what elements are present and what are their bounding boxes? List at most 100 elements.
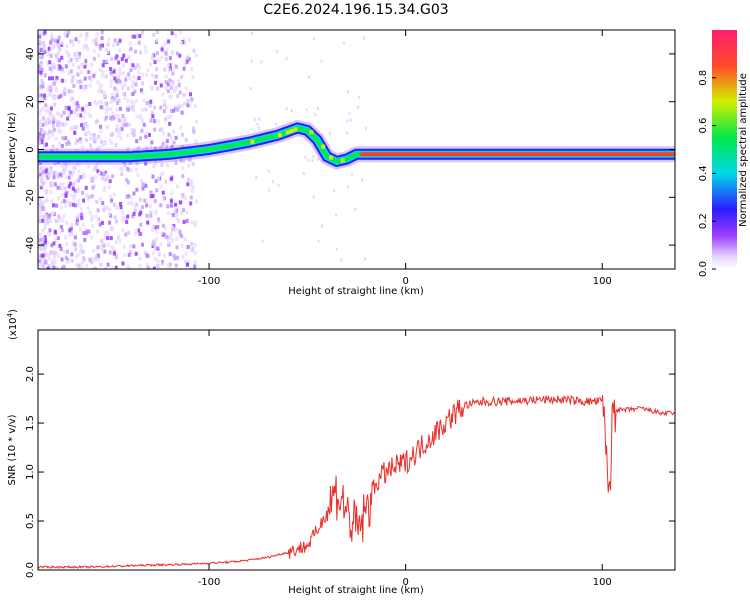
spectrogram-noise-cell [69,58,73,63]
colorbar-tick-label: 0.8 [698,70,709,86]
spectrogram-noise-cell [58,172,62,177]
spectrogram-noise-cell [93,165,97,170]
ridge-hot-cell [391,152,396,157]
spectrogram-noise-cell [77,65,81,70]
spectrogram-noise-cell [172,68,176,73]
spectrogram-noise-cell [123,117,127,122]
spectrogram-noise-cell [112,69,116,74]
ridge-hot-cell [596,152,601,157]
spectrogram-noise-cell [179,30,183,35]
ridge-hot-cell [466,152,471,157]
spectrogram-noise-cell [168,94,172,99]
spectrogram-noise-cell [357,105,360,109]
spectrogram-noise-cell [41,218,45,223]
spectrogram-noise-cell [113,76,117,81]
spectrogram-noise-cell [120,57,124,62]
spectrogram-noise-cell [99,139,103,144]
spectrogram-noise-cell [112,251,116,256]
spectrogram-noise-cell [98,67,102,72]
spectrogram-noise-cell [38,209,42,214]
spectrogram-noise-cell [39,169,43,174]
spectrogram-noise-cell [186,55,190,60]
spectrogram-noise-cell [110,266,114,269]
spectrogram-noise-cell [193,223,197,228]
spectrogram-noise-cell [53,96,57,101]
spectrogram-noise-cell [52,65,56,70]
spectrogram-noise-cell [131,105,135,110]
spectrogram-noise-cell [38,135,42,140]
spectrogram-noise-cell [106,262,110,267]
spectrogram-noise-cell [122,91,126,96]
spectrogram-noise-cell [64,49,68,54]
spectrogram-noise-cell [84,132,88,137]
ridge-hot-cell [470,152,475,157]
spectrogram-noise-cell [71,62,75,67]
spectrogram-noise-cell [131,34,135,39]
spectrogram-noise-cell [109,115,113,120]
spectrogram-noise-cell [41,174,45,179]
spectrogram-noise-cell [105,206,109,211]
spectrogram-noise-cell [63,33,67,38]
ridge-hot-cell [431,152,436,157]
spectrogram-noise-cell [102,93,106,98]
spectrogram-noise-cell [69,126,73,131]
spectrogram-noise-cell [155,188,159,193]
spectrogram-noise-cell [161,93,165,98]
spectrogram-noise-cell [100,30,104,35]
spectrogram-noise-cell [38,219,42,224]
colorbar-tick-label: 0.6 [698,118,709,134]
spectrogram-noise-cell [126,133,130,138]
spectrogram-noise-cell [74,255,78,260]
snr-x-tick-label: -100 [198,577,221,588]
spectrogram-x-tick-label: -100 [198,276,221,287]
spectrogram-noise-cell [87,130,91,135]
spectrogram-noise-cell [177,104,181,109]
spectrogram-noise-cell [285,106,288,110]
spectrogram-noise-cell [78,51,82,56]
spectrogram-noise-cell [60,55,64,60]
spectrogram-noise-cell [151,174,155,179]
spectrogram-noise-cell [95,199,99,204]
ridge-hot-cell [478,152,483,157]
spectrogram-noise-cell [137,40,141,45]
spectrogram-noise-cell [89,78,93,83]
ridge-hot-cell [631,152,636,157]
spectrogram-noise-cell [103,185,107,190]
spectrogram-noise-cell [65,33,69,38]
ridge-hot-cell [328,155,333,160]
spectrogram-noise-cell [258,117,261,121]
spectrogram-noise-cell [181,192,185,197]
spectrogram-noise-cell [47,232,51,237]
spectrogram-noise-cell [106,176,110,181]
spectrogram-noise-cell [145,101,149,106]
spectrogram-noise-cell [73,235,77,240]
spectrogram-noise-cell [62,213,66,218]
spectrogram-noise-cell [179,41,183,46]
spectrogram-noise-cell [79,175,83,180]
spectrogram-noise-cell [165,138,169,143]
spectrogram-noise-cell [58,67,62,72]
spectrogram-noise-cell [165,163,169,168]
spectrogram-noise-cell [192,129,196,134]
spectrogram-noise-cell [357,95,360,99]
spectrogram-noise-cell [121,210,125,215]
spectrogram-noise-cell [62,110,66,115]
spectrogram-noise-cell [38,232,42,237]
spectrogram-noise-cell [65,141,69,146]
spectrogram-noise-cell [54,78,58,83]
spectrogram-noise-cell [63,87,67,92]
spectrogram-noise-cell [141,90,145,95]
spectrogram-noise-cell [90,235,94,240]
spectrogram-noise-cell [41,258,45,263]
spectrogram-noise-cell [268,188,271,192]
spectrogram-noise-cell [46,266,50,269]
spectrogram-y-tick-label: 20 [25,95,36,108]
spectrogram-noise-cell [290,108,293,112]
spectrogram-noise-cell [38,31,42,36]
spectrogram-noise-cell [152,74,156,79]
spectrogram-noise-cell [153,245,157,250]
ridge-hot-cell [616,152,621,157]
spectrogram-noise-cell [128,41,132,46]
spectrogram-noise-cell [72,202,76,207]
spectrogram-noise-cell [117,48,121,53]
